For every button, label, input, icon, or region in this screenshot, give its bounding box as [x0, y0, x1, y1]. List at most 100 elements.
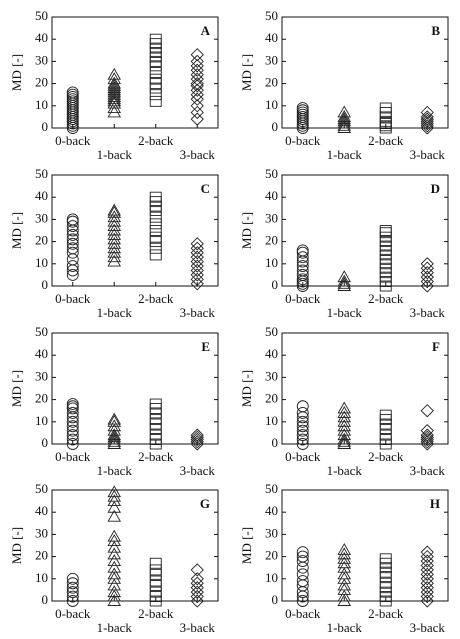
marker	[420, 545, 434, 559]
marker	[337, 105, 352, 118]
y-axis-label: MD [-]	[239, 370, 254, 407]
marker	[337, 116, 352, 129]
y-tick-label: 30	[35, 525, 48, 540]
marker	[337, 279, 352, 291]
marker	[337, 428, 352, 441]
marker	[149, 568, 162, 580]
marker	[66, 253, 79, 266]
marker	[107, 101, 122, 113]
y-tick-label: 20	[35, 548, 48, 563]
panel: 0 10 20 30 40 50 MD [-] F 0-back 1-back 2-back 3-ba…	[239, 324, 449, 478]
marker	[190, 254, 204, 269]
marker	[420, 558, 434, 573]
marker	[107, 72, 122, 85]
plot-frame	[281, 16, 449, 129]
x-tick-label: 1-back	[97, 620, 133, 635]
marker	[379, 409, 392, 421]
x-tick-label: 3-back	[410, 305, 446, 320]
y-tick-label: 40	[35, 346, 48, 361]
marker	[420, 581, 434, 595]
marker	[296, 561, 309, 574]
marker	[296, 273, 309, 286]
x-tick-label: 2-back	[138, 606, 174, 621]
y-tick-label: 30	[265, 368, 278, 383]
marker	[66, 260, 79, 272]
x-tick-label: 3-back	[180, 463, 216, 478]
marker	[66, 400, 79, 413]
marker	[296, 550, 309, 563]
marker	[107, 485, 122, 498]
marker	[107, 432, 122, 445]
panel-label: E	[201, 339, 210, 354]
marker	[149, 191, 162, 203]
marker	[190, 72, 204, 86]
marker	[296, 555, 309, 567]
panel: 0 10 20 30 40 50 MD [-] C 0-back 1-back 2-back 3-ba…	[9, 166, 219, 320]
y-tick-label: 0	[272, 435, 279, 450]
marker	[296, 102, 309, 114]
y-tick-label: 0	[42, 277, 49, 292]
y-tick-label: 30	[35, 52, 48, 67]
marker	[66, 268, 79, 281]
marker	[107, 94, 122, 107]
marker	[190, 92, 204, 106]
marker	[337, 274, 352, 287]
y-tick-label: 40	[35, 188, 48, 203]
marker	[337, 121, 352, 133]
marker	[149, 242, 162, 254]
marker	[66, 420, 79, 433]
marker	[296, 415, 309, 428]
y-tick-label: 40	[35, 30, 48, 45]
marker	[296, 433, 309, 446]
marker	[296, 268, 309, 281]
marker	[337, 437, 352, 449]
marker	[149, 575, 162, 587]
marker	[107, 241, 122, 254]
panel: 0 10 20 30 40 50 MD [-] G 0-back 1-back 2-back 3-ba…	[9, 481, 219, 635]
marker	[107, 554, 122, 566]
marker	[149, 73, 162, 85]
plot-frame	[281, 174, 449, 287]
y-tick-label: 20	[265, 391, 278, 406]
panel-label: B	[431, 23, 440, 38]
marker	[190, 241, 204, 255]
x-tick-label: 1-back	[327, 305, 363, 320]
plot-frame	[51, 489, 219, 602]
marker	[66, 595, 79, 607]
marker	[107, 85, 122, 98]
y-tick-label: 20	[265, 75, 278, 90]
marker	[420, 266, 434, 280]
marker	[107, 210, 122, 223]
x-tick-label: 2-back	[138, 291, 174, 306]
y-tick-label: 10	[265, 413, 278, 428]
marker	[420, 554, 434, 568]
y-axis-label: MD [-]	[9, 212, 24, 249]
marker	[379, 102, 392, 114]
marker	[337, 109, 352, 122]
marker	[296, 264, 309, 277]
marker	[149, 33, 162, 45]
y-tick-label: 20	[35, 233, 48, 248]
marker	[107, 589, 122, 602]
x-tick-label: 1-back	[327, 463, 363, 478]
marker	[296, 575, 309, 587]
marker	[149, 414, 162, 426]
marker	[66, 406, 79, 419]
plot-frame	[51, 16, 219, 129]
y-tick-label: 10	[35, 413, 48, 428]
marker	[337, 114, 352, 127]
marker	[337, 419, 352, 432]
plot-frame	[281, 489, 449, 602]
marker	[337, 118, 352, 131]
marker	[149, 231, 162, 243]
marker	[190, 246, 204, 260]
marker	[149, 249, 162, 261]
y-tick-label: 20	[35, 391, 48, 406]
marker	[107, 509, 122, 522]
marker	[337, 410, 352, 423]
y-tick-label: 30	[265, 52, 278, 67]
x-tick-label: 0-back	[285, 291, 321, 306]
y-tick-label: 10	[265, 255, 278, 270]
x-tick-label: 1-back	[327, 147, 363, 162]
y-tick-label: 50	[35, 8, 48, 23]
